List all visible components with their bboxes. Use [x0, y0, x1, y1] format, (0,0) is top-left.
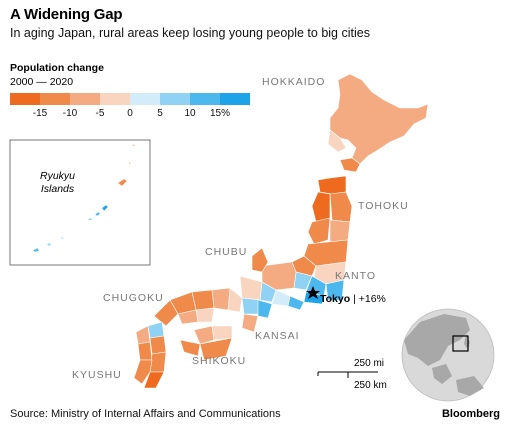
kanto-chubu-prefectures [239, 247, 347, 311]
tokyo-change-label: | +16% [353, 293, 386, 305]
region-label-kansai: KANSAI [255, 330, 300, 342]
region-label-tohoku: TOHOKU [358, 200, 409, 212]
legend-tick: -10 [62, 108, 78, 119]
ryukyu-label-line1: Ryukyu [40, 170, 76, 182]
legend-swatch [70, 93, 100, 105]
scale-miles-label: 250 mi [354, 358, 385, 369]
locator-globe [401, 308, 495, 402]
region-label-kyushu: KYUSHU [72, 369, 122, 381]
legend-tick: 10 [184, 108, 196, 119]
legend-tick: 5 [157, 108, 163, 119]
legend-swatch [190, 93, 220, 105]
legend-tick: 15% [209, 108, 231, 119]
shikoku-prefectures [179, 325, 233, 361]
kansai-chugoku-prefectures [153, 287, 273, 333]
page-title: A Widening Gap [10, 6, 123, 23]
legend-tick: -5 [95, 108, 105, 119]
legend-period: 2000 — 2020 [10, 76, 74, 88]
tokyo-callout: Tokyo | +16% [320, 293, 386, 305]
page-subtitle: In aging Japan, rural areas keep losing … [10, 26, 370, 40]
scale-km-label: 250 km [354, 380, 387, 391]
legend-title: Population change [10, 62, 104, 74]
kyushu-prefectures [133, 321, 167, 389]
hokkaido-landmass [327, 73, 429, 173]
region-label-hokkaido: HOKKAIDO [262, 76, 326, 88]
region-label-chubu: CHUBU [205, 246, 248, 258]
legend-swatch [220, 93, 250, 105]
tohoku-prefectures [303, 175, 353, 267]
tokyo-star-icon [306, 286, 320, 299]
ryukyu-islands [32, 143, 136, 253]
ryukyu-label-line2: Islands [40, 183, 75, 195]
locator-box [452, 335, 469, 352]
legend-swatch [10, 93, 40, 105]
region-label-shikoku: SHIKOKU [192, 355, 247, 367]
legend-swatch [130, 93, 160, 105]
legend-ticks: -15 -10 -5 0 5 10 15% [10, 108, 270, 122]
region-label-kanto: KANTO [335, 270, 376, 282]
region-label-chugoku: CHUGOKU [103, 292, 164, 304]
tokyo-city-label: Tokyo [320, 293, 351, 305]
brand-logo: Bloomberg [441, 408, 500, 420]
legend-swatch [40, 93, 70, 105]
ryukyu-inset-label: Ryukyu Islands [40, 170, 75, 196]
legend-tick: -15 [32, 108, 48, 119]
legend-tick: 0 [127, 108, 133, 119]
ryukyu-inset-frame [9, 139, 151, 266]
source-note: Source: Ministry of Internal Affairs and… [10, 408, 281, 420]
legend-swatch [160, 93, 190, 105]
legend-swatch [100, 93, 130, 105]
legend-color-bar [10, 93, 250, 105]
scale-bar [317, 371, 378, 378]
